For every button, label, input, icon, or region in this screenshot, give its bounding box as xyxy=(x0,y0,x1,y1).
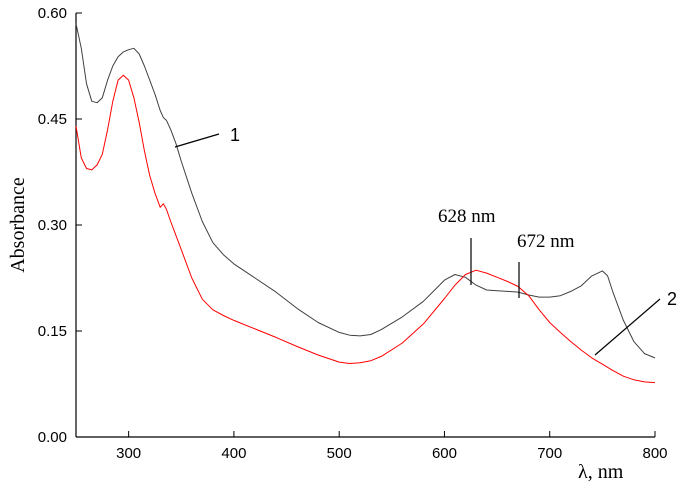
axes xyxy=(75,13,655,438)
peak-628-label: 628 nm xyxy=(438,206,496,227)
x-tick-label: 700 xyxy=(537,445,562,462)
y-tick-label: 0.60 xyxy=(38,5,67,22)
annotations: 1 2 628 nm 672 nm xyxy=(174,125,677,356)
series-line-1 xyxy=(75,23,656,359)
x-axis-label: λ, nm xyxy=(578,461,624,483)
x-tick-label: 600 xyxy=(432,445,457,462)
series-line-2 xyxy=(75,74,656,384)
curve-2-label: 2 xyxy=(667,289,677,309)
x-tick-label: 800 xyxy=(642,445,667,462)
y-axis-label: Absorbance xyxy=(7,177,29,273)
y-tick-label: 0.15 xyxy=(38,323,67,340)
y-tick-label: 0.30 xyxy=(38,217,67,234)
y-tick-label: 0.45 xyxy=(38,111,67,128)
series-layer xyxy=(75,23,656,384)
y-tick-label: 0.00 xyxy=(38,429,67,446)
peak-672-label: 672 nm xyxy=(517,231,575,252)
x-tick-label: 500 xyxy=(327,445,352,462)
curve-2-leader xyxy=(594,298,661,356)
x-tick-label: 300 xyxy=(116,445,141,462)
ticks: 300 400 500 600 700 800 0.00 0.15 0.30 0.45 0.60 xyxy=(38,5,668,462)
x-tick-label: 400 xyxy=(221,445,246,462)
curve-1-leader xyxy=(174,133,220,148)
curve-1-label: 1 xyxy=(230,125,240,145)
